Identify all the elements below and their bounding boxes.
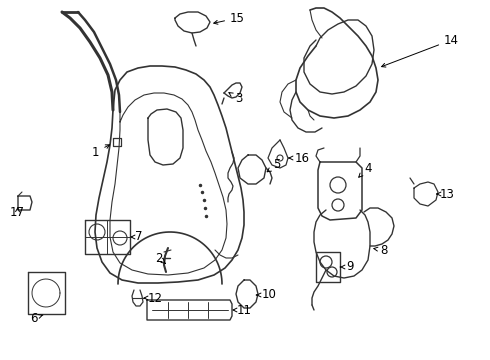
Text: 10: 10	[256, 288, 277, 302]
Text: 14: 14	[382, 33, 459, 67]
Text: 13: 13	[437, 188, 455, 201]
Text: 1: 1	[92, 145, 110, 158]
Text: 9: 9	[341, 261, 353, 274]
Text: 12: 12	[144, 292, 163, 305]
Text: 2: 2	[155, 252, 166, 265]
Text: 17: 17	[10, 206, 25, 219]
Text: 15: 15	[214, 12, 245, 24]
Text: 4: 4	[359, 162, 371, 177]
Text: 11: 11	[233, 303, 252, 316]
Text: 16: 16	[289, 152, 310, 165]
Text: 7: 7	[131, 230, 143, 243]
Text: 5: 5	[267, 158, 280, 172]
Text: 6: 6	[30, 311, 43, 324]
Text: 3: 3	[229, 93, 243, 105]
Text: 8: 8	[374, 243, 388, 256]
